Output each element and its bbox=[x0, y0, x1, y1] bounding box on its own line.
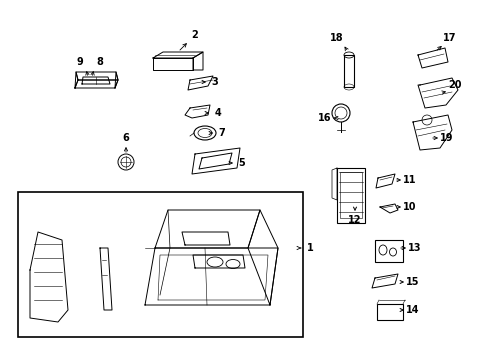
Bar bbox=[374, 240, 402, 262]
Bar bbox=[18, 192, 303, 337]
Bar bbox=[336, 168, 364, 223]
Text: 2: 2 bbox=[191, 30, 198, 40]
Text: 6: 6 bbox=[122, 133, 129, 143]
Text: 9: 9 bbox=[77, 57, 83, 67]
Text: 5: 5 bbox=[238, 158, 245, 168]
Text: 16: 16 bbox=[318, 113, 331, 123]
Text: 4: 4 bbox=[214, 108, 221, 118]
Text: 19: 19 bbox=[439, 133, 453, 143]
Text: 11: 11 bbox=[403, 175, 416, 185]
Text: 7: 7 bbox=[218, 128, 225, 138]
Text: 17: 17 bbox=[442, 33, 456, 43]
Bar bbox=[376, 304, 402, 320]
Text: 12: 12 bbox=[347, 215, 361, 225]
Text: 20: 20 bbox=[447, 80, 461, 90]
Text: 15: 15 bbox=[406, 277, 419, 287]
Bar bbox=[339, 172, 361, 218]
Text: 3: 3 bbox=[211, 77, 218, 87]
Text: 8: 8 bbox=[96, 57, 103, 67]
Text: 14: 14 bbox=[406, 305, 419, 315]
Bar bbox=[343, 55, 353, 87]
Text: 13: 13 bbox=[407, 243, 421, 253]
Text: 1: 1 bbox=[306, 243, 313, 253]
Text: 10: 10 bbox=[403, 202, 416, 212]
Text: 18: 18 bbox=[329, 33, 343, 43]
